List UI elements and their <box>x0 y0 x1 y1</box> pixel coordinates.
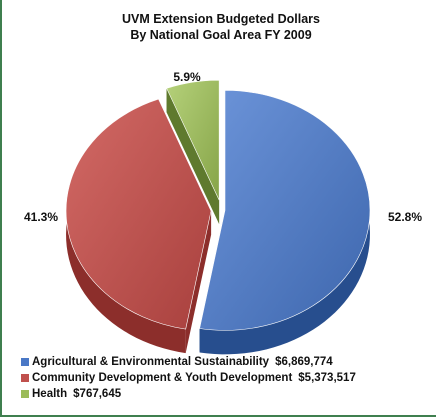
legend-swatch-health <box>21 390 29 398</box>
chart-title-line-2: By National Goal Area FY 2009 <box>130 28 312 42</box>
pie-slice-health <box>166 79 220 201</box>
slice-label-agricultural: 52.8% <box>388 210 422 224</box>
pie-chart-svg: 52.8% 41.3% 5.9% <box>24 70 422 355</box>
legend-item-health: Health $767,645 <box>21 386 356 402</box>
legend-amount-community: $5,373,517 <box>298 372 356 384</box>
legend: Agricultural & Environmental Sustainabil… <box>21 354 356 402</box>
pie-chart: 52.8% 41.3% 5.9% <box>2 60 438 360</box>
legend-label-community: Community Development & Youth Developmen… <box>32 372 293 384</box>
legend-amount-health: $767,645 <box>73 388 122 400</box>
pie-slice-wall-health-start <box>166 88 220 225</box>
pie-slice-wall-community-start <box>185 210 212 354</box>
legend-amount-agricultural: $6,869,774 <box>275 356 333 368</box>
chart-title: UVM Extension Budgeted Dollars By Nation… <box>2 11 438 43</box>
slice-label-community: 41.3% <box>24 210 58 224</box>
slice-label-health: 5.9% <box>173 70 201 84</box>
legend-label-agricultural: Agricultural & Environmental Sustainabil… <box>32 356 270 368</box>
pie-slice-community <box>65 98 212 330</box>
pie-slice-side-community <box>66 99 186 354</box>
legend-item-community: Community Development & Youth Developmen… <box>21 370 356 386</box>
chart-title-line-1: UVM Extension Budgeted Dollars <box>122 12 320 26</box>
legend-swatch-agricultural <box>21 358 29 366</box>
legend-item-agricultural: Agricultural & Environmental Sustainabil… <box>21 354 356 370</box>
legend-swatch-community <box>21 374 29 382</box>
pie-slice-agricultural <box>199 90 371 331</box>
legend-label-health: Health <box>32 388 68 400</box>
